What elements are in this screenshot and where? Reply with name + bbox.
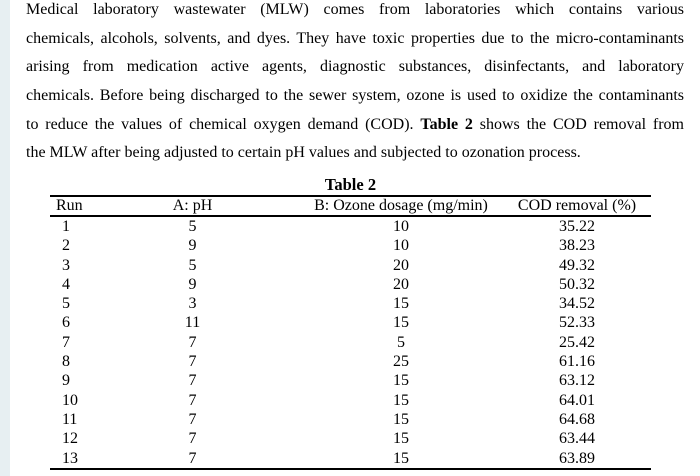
- table-cell: 20: [393, 275, 409, 293]
- table-row: 11 7 15 64.68: [50, 410, 651, 429]
- column-header-ph: A: pH: [86, 196, 299, 217]
- table-cell: 7: [188, 353, 197, 371]
- table-cell: 7: [188, 430, 197, 448]
- table-cell: 5: [62, 295, 70, 313]
- table-cell: 49.32: [559, 256, 595, 274]
- table-row: 2 9 10 38.23: [50, 236, 651, 255]
- table-cell: 20: [393, 256, 409, 274]
- page-left-margin-strip: [0, 0, 10, 476]
- table-cell: 64.68: [559, 410, 595, 428]
- data-table: Run A: pH B: Ozone dosage (mg/min) COD r…: [50, 195, 651, 470]
- table-cell: 52.33: [559, 314, 595, 332]
- table-row: 8 7 25 61.16: [50, 352, 651, 371]
- column-header-ozone-dosage: B: Ozone dosage (mg/min): [299, 196, 503, 217]
- table-row: 5 3 15 34.52: [50, 294, 651, 313]
- table-cell: 4: [62, 275, 70, 293]
- table-cell: 2: [62, 237, 70, 255]
- table-row: 6 11 15 52.33: [50, 313, 651, 332]
- table-cell: 3: [188, 295, 197, 313]
- table-cell: 15: [393, 295, 409, 313]
- paragraph-text: to reduce the values of chemical oxygen …: [26, 115, 421, 133]
- table-cell: 63.89: [559, 449, 595, 467]
- table-section: Table 2 Run A: pH B: Ozone dosage (mg/mi…: [50, 175, 651, 470]
- table-row: 3 5 20 49.32: [50, 256, 651, 275]
- table-cell: 25: [393, 353, 409, 371]
- table-cell: 10: [393, 218, 409, 235]
- table-cell: 15: [393, 410, 409, 428]
- table-row: 12 7 15 63.44: [50, 429, 651, 448]
- paragraph-line: chemicals, alcohols, solvents, and dyes.…: [26, 29, 684, 47]
- table-cell: 1: [62, 218, 70, 235]
- table-cell: 10: [62, 391, 78, 409]
- table-cell: 7: [62, 333, 70, 351]
- table-cell: 11: [184, 314, 201, 332]
- paragraph-text: shows the COD removal from: [472, 115, 684, 133]
- table-cell: 10: [393, 237, 409, 255]
- table-cell: 9: [188, 237, 197, 255]
- table-row: 1 5 10 35.22: [50, 216, 651, 236]
- table-row: 4 9 20 50.32: [50, 275, 651, 294]
- column-header-cod-removal: COD removal (%): [503, 196, 651, 217]
- table-cell: 9: [62, 372, 70, 390]
- table-cell: 50.32: [559, 275, 595, 293]
- table-row: 10 7 15 64.01: [50, 391, 651, 410]
- table-cell: 61.16: [559, 353, 595, 371]
- table-cell: 7: [188, 410, 197, 428]
- paragraph-line: Medical laboratory wastewater (MLW) come…: [26, 1, 684, 18]
- table-cell: 13: [62, 449, 78, 467]
- table-header-row: Run A: pH B: Ozone dosage (mg/min) COD r…: [50, 196, 651, 217]
- table-cell: 11: [62, 410, 78, 428]
- table-cell: 7: [188, 449, 197, 467]
- paragraph-line: arising from medication active agents, d…: [26, 58, 684, 76]
- table-cell: 63.12: [559, 372, 595, 390]
- table-cell: 7: [188, 333, 197, 351]
- table-cell: 12: [62, 430, 78, 448]
- paragraph-line: chemicals. Before being discharged to th…: [26, 87, 684, 105]
- table-row: 9 7 15 63.12: [50, 371, 651, 390]
- table-cell: 15: [393, 430, 409, 448]
- table-row: 7 7 5 25.42: [50, 333, 651, 352]
- table-reference-bold: Table 2: [420, 115, 473, 133]
- table-cell: 3: [62, 256, 70, 274]
- table-cell: 5: [397, 333, 405, 351]
- table-cell: 63.44: [559, 430, 595, 448]
- table-cell: 15: [393, 391, 409, 409]
- intro-paragraph: Medical laboratory wastewater (MLW) come…: [26, 0, 684, 168]
- table-cell: 8: [62, 353, 70, 371]
- table-cell: 6: [62, 314, 70, 332]
- table-cell: 5: [188, 256, 197, 274]
- column-header-run: Run: [50, 196, 86, 217]
- table-row: 13 7 15 63.89: [50, 449, 651, 469]
- table-title: Table 2: [324, 175, 377, 194]
- table-cell: 35.22: [559, 218, 595, 235]
- table-cell: 15: [393, 314, 409, 332]
- table-cell: 15: [393, 372, 409, 390]
- table-cell: 15: [393, 449, 409, 467]
- table-cell: 25.42: [559, 333, 595, 351]
- table-cell: 5: [188, 218, 197, 235]
- table-cell: 34.52: [559, 295, 595, 313]
- table-cell: 64.01: [559, 391, 595, 409]
- table-cell: 7: [188, 372, 197, 390]
- table-cell: 38.23: [559, 237, 595, 255]
- table-cell: 7: [188, 391, 197, 409]
- table-cell: 9: [188, 275, 197, 293]
- paragraph-line: the MLW after being adjusted to certain …: [26, 144, 581, 162]
- paragraph-line: to reduce the values of chemical oxygen …: [26, 111, 684, 140]
